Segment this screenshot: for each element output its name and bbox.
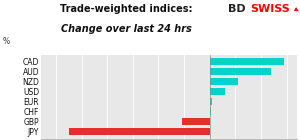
- Bar: [182, 118, 210, 125]
- Bar: [210, 78, 238, 85]
- Bar: [210, 68, 272, 75]
- Bar: [69, 128, 210, 135]
- Bar: [210, 58, 284, 65]
- Text: BD: BD: [228, 4, 246, 14]
- Text: Change over last 24 hrs: Change over last 24 hrs: [61, 24, 191, 34]
- Bar: [210, 108, 211, 115]
- Text: %: %: [3, 37, 10, 46]
- Bar: [210, 88, 225, 95]
- Text: Trade-weighted indices:: Trade-weighted indices:: [60, 4, 192, 14]
- Text: ▶: ▶: [292, 7, 299, 14]
- Bar: [210, 98, 212, 105]
- Text: SWISS: SWISS: [250, 4, 290, 14]
